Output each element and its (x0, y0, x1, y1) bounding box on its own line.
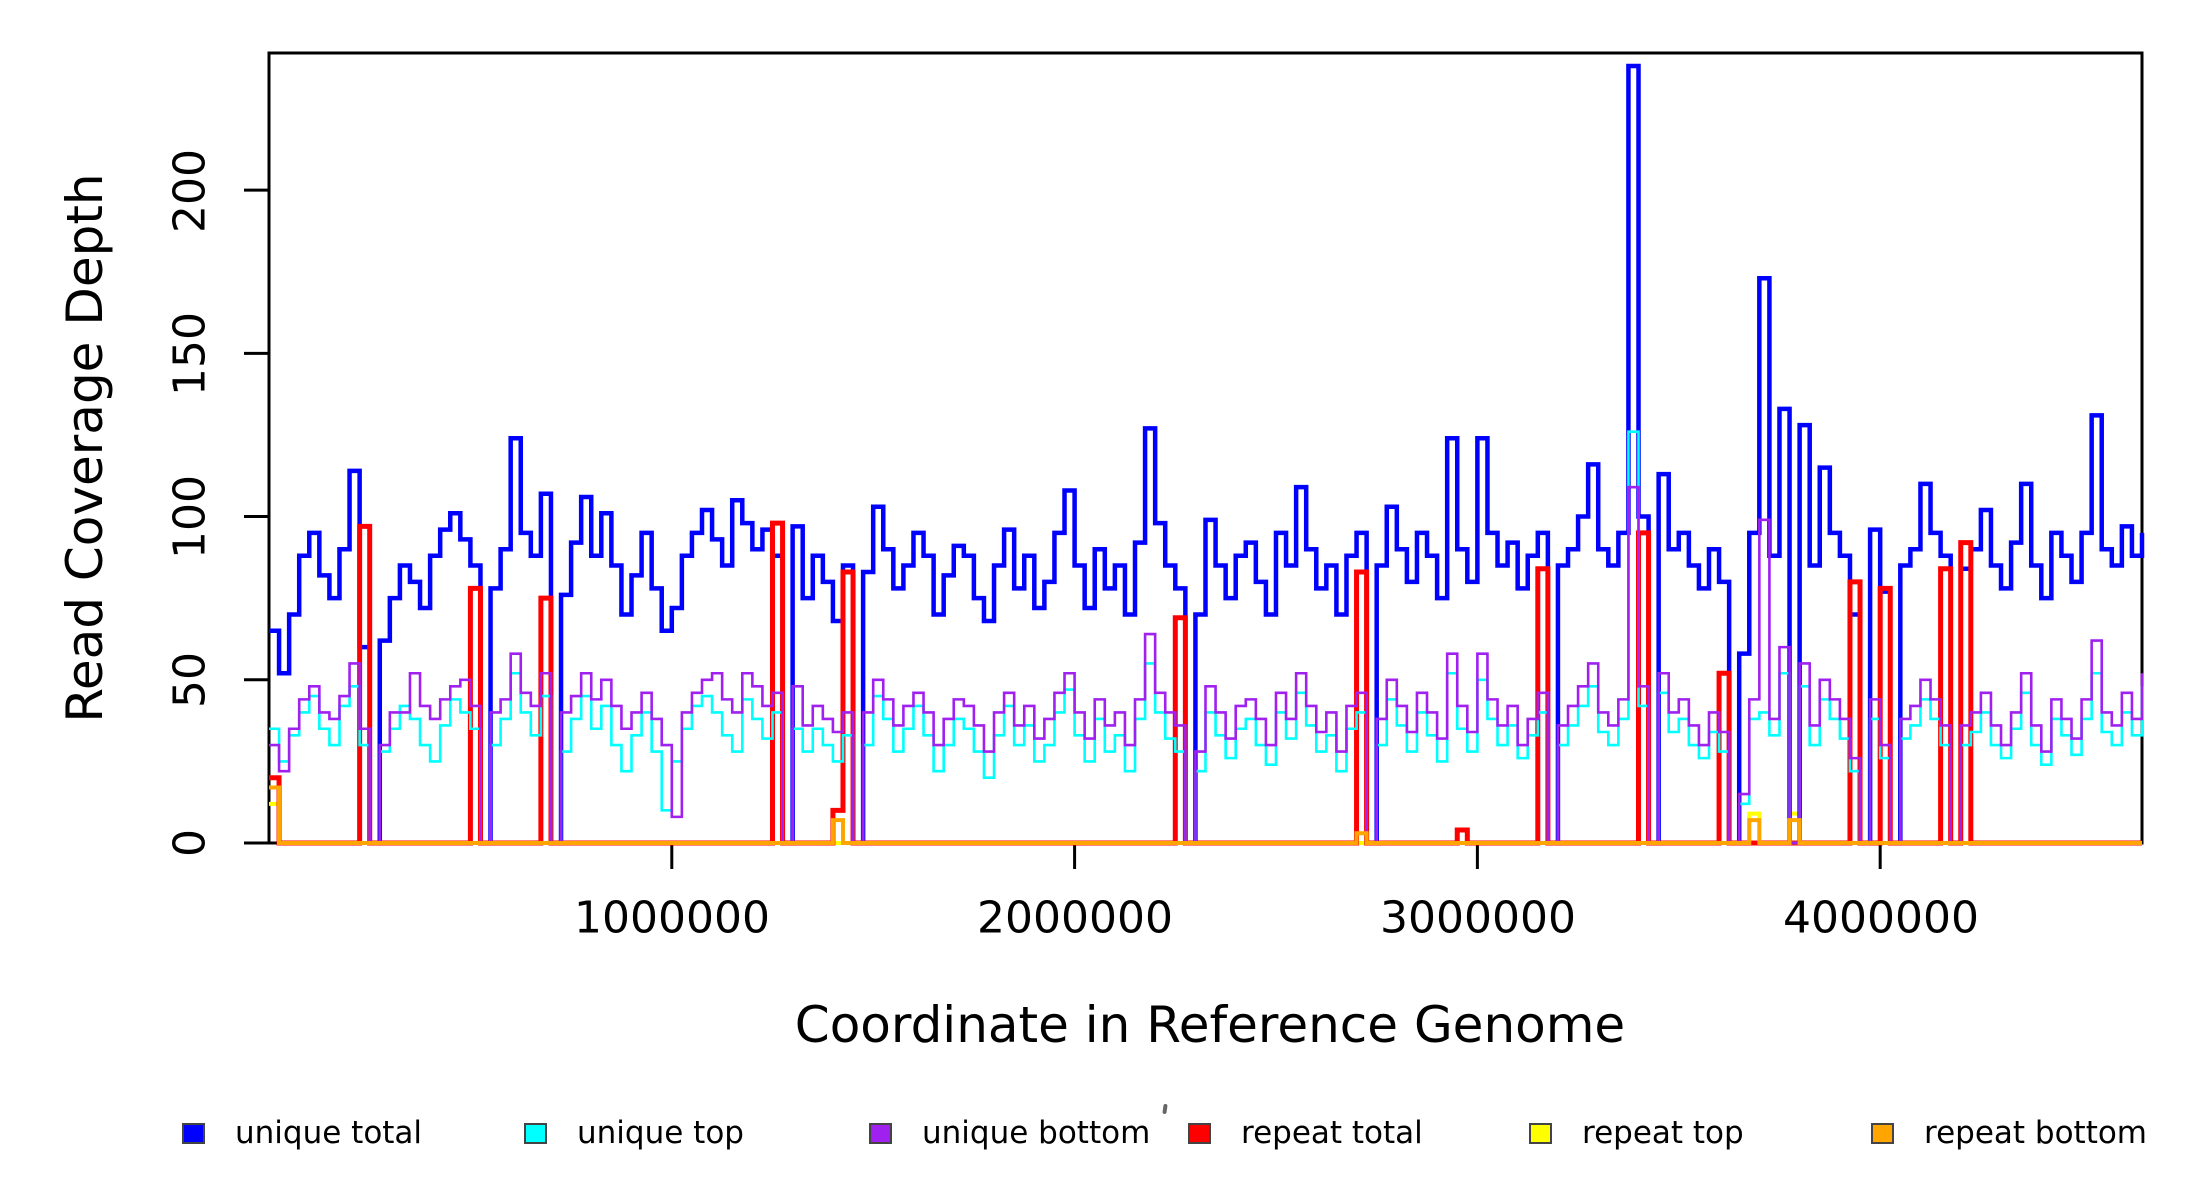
unique-top-swatch-icon (524, 1122, 547, 1144)
y-tick-label: 50 (164, 652, 216, 708)
legend-label: unique bottom (922, 1115, 1151, 1151)
unique-total-swatch-icon (182, 1122, 205, 1144)
legend-label: repeat bottom (1924, 1115, 2148, 1151)
legend-item-unique-top: unique top (524, 1115, 744, 1151)
x-axis-title: Coordinate in Reference Genome (794, 996, 1626, 1054)
y-tick-label: 200 (164, 149, 216, 233)
legend-item-unique-total: unique total (182, 1115, 423, 1151)
legend-item-repeat-total: repeat total (1188, 1115, 1423, 1151)
legend-item-repeat-top: repeat top (1529, 1115, 1744, 1151)
unique-bottom-swatch-icon (869, 1122, 892, 1144)
legend-item-unique-bottom: unique bottom (869, 1115, 1151, 1151)
legend-label: repeat top (1582, 1115, 1744, 1151)
x-tick-label: 2000000 (977, 892, 1173, 944)
repeat-total-swatch-icon (1188, 1122, 1211, 1144)
repeat-bottom-swatch-icon (1871, 1122, 1894, 1144)
x-tick-label: 4000000 (1783, 892, 1979, 944)
y-tick-label: 0 (164, 829, 216, 857)
legend-label: repeat total (1241, 1115, 1423, 1151)
y-axis-title: Read Coverage Depth (56, 173, 114, 723)
y-tick-label: 100 (164, 475, 216, 559)
repeat-top-swatch-icon (1529, 1122, 1552, 1144)
legend-label: unique total (235, 1115, 423, 1151)
y-tick-label: 150 (164, 312, 216, 396)
x-tick-label: 1000000 (574, 892, 770, 944)
x-tick-label: 3000000 (1380, 892, 1576, 944)
legend-label: unique top (577, 1115, 744, 1151)
legend-item-repeat-bottom: repeat bottom (1871, 1115, 2148, 1151)
